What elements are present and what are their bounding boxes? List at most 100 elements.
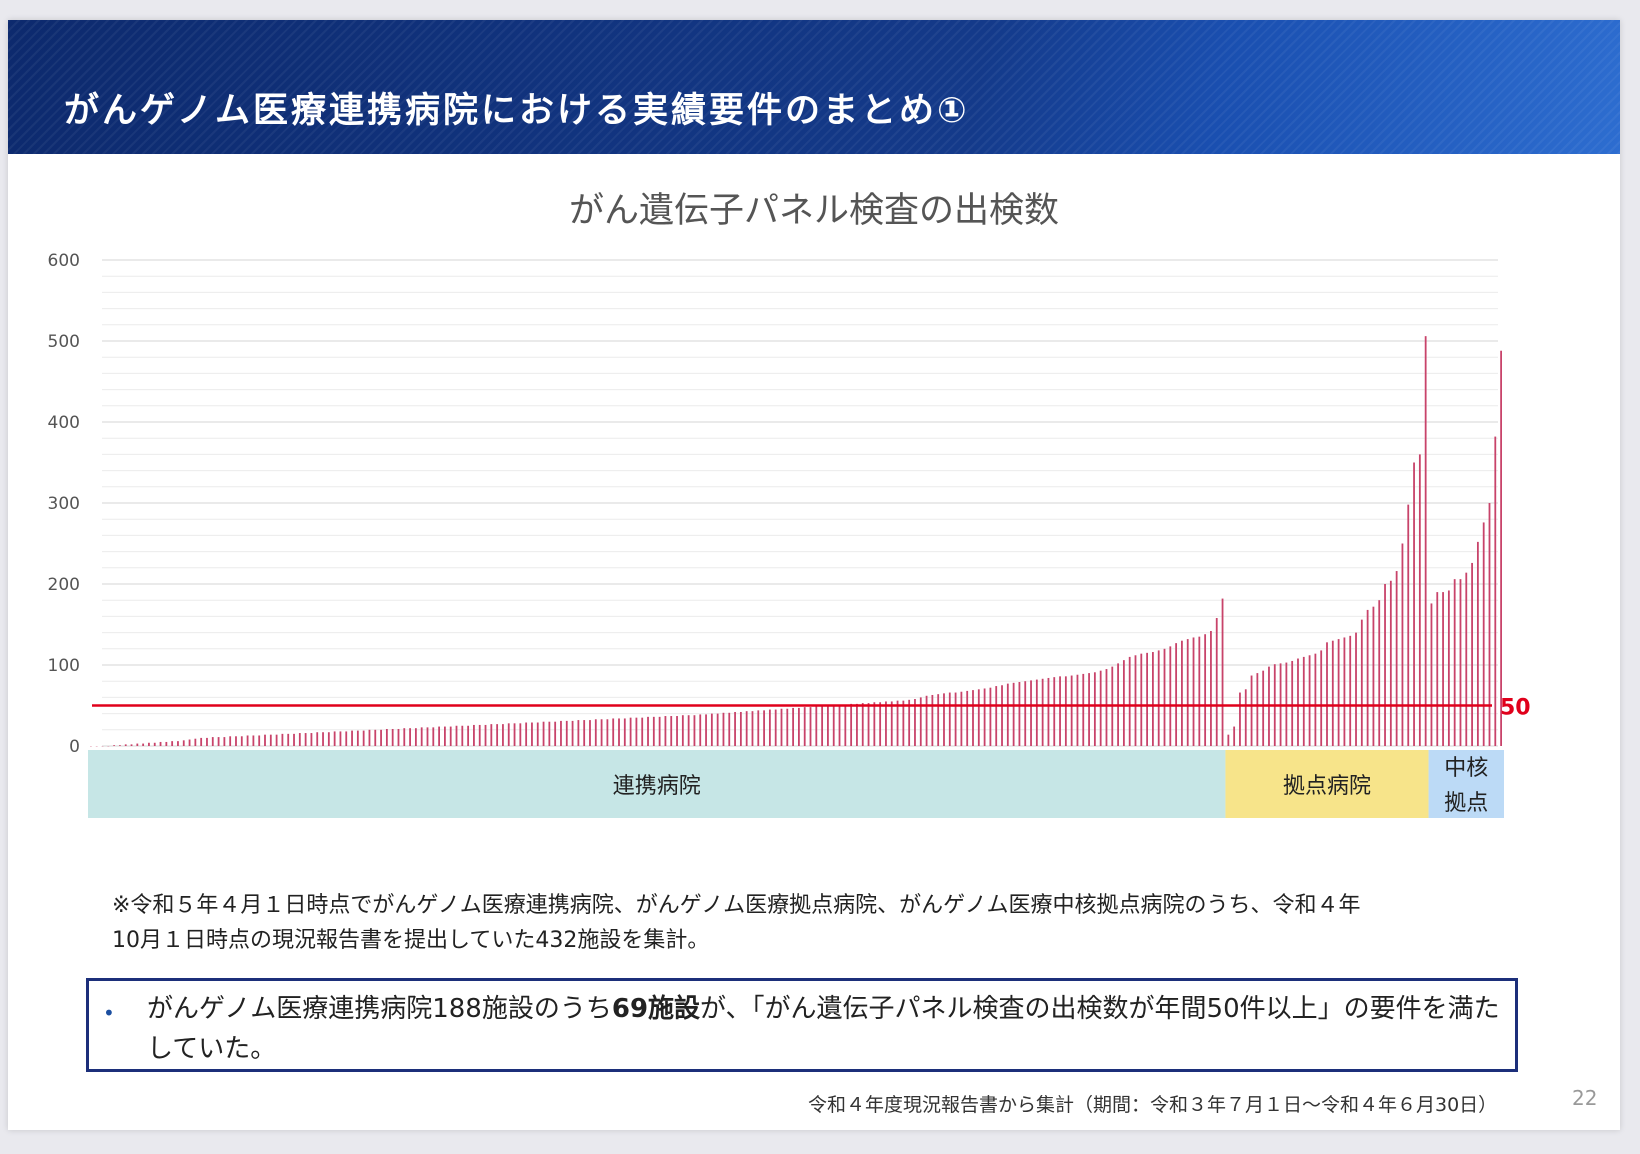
bar — [1366, 609, 1369, 746]
bar — [1134, 655, 1137, 746]
bar — [983, 688, 986, 746]
bar — [1047, 677, 1050, 746]
bar — [1384, 584, 1386, 746]
bar — [763, 710, 765, 746]
bar — [275, 734, 278, 746]
bar — [768, 709, 771, 746]
bar — [345, 731, 348, 746]
bar — [1064, 676, 1067, 746]
bar — [960, 691, 963, 746]
bar — [722, 712, 725, 746]
bar — [542, 721, 545, 746]
category-band — [88, 750, 1226, 818]
bar — [502, 724, 504, 746]
y-tick-label: 300 — [48, 494, 80, 514]
category-band — [1225, 750, 1429, 818]
bar — [496, 724, 499, 746]
bar — [1215, 618, 1218, 746]
category-label-line-1: 中核 — [1444, 756, 1488, 781]
bar — [1146, 652, 1148, 746]
page-number: 22 — [1572, 1086, 1598, 1110]
footnote-line-2: 10月１日時点の現況報告書を提出していた432施設を集計。 — [112, 928, 710, 953]
bar — [873, 702, 876, 746]
bar — [1082, 673, 1085, 746]
bar — [1389, 580, 1392, 746]
bar — [136, 743, 139, 746]
bar — [229, 736, 232, 746]
bar — [1442, 592, 1444, 746]
threshold-label: 50 — [1500, 696, 1531, 721]
bar — [658, 716, 661, 746]
bar — [490, 724, 493, 746]
bar — [246, 735, 249, 746]
bar — [391, 728, 394, 746]
bar — [374, 729, 377, 746]
bar — [1244, 689, 1247, 746]
bar — [1476, 541, 1479, 746]
bar — [1204, 634, 1207, 746]
bar — [362, 730, 365, 746]
bar — [879, 702, 882, 746]
bar — [182, 740, 185, 746]
bar — [1099, 670, 1102, 746]
bar — [623, 718, 626, 746]
bar — [1157, 650, 1160, 746]
bar — [211, 737, 214, 746]
bar — [1093, 672, 1096, 746]
bar — [1355, 632, 1357, 746]
bar — [1012, 682, 1015, 746]
bar — [513, 723, 516, 746]
bar — [1407, 504, 1410, 746]
bar — [560, 720, 562, 746]
bar — [1018, 682, 1021, 746]
bar — [995, 686, 998, 746]
bar — [1424, 336, 1427, 746]
grid-lines — [102, 259, 1498, 747]
y-tick-label: 100 — [48, 656, 80, 676]
bar — [635, 717, 638, 746]
bar — [177, 741, 179, 746]
bar — [699, 714, 702, 746]
bar — [734, 711, 736, 746]
bar — [548, 721, 551, 746]
threshold: 50 — [92, 696, 1531, 721]
bar — [896, 700, 899, 746]
bar — [293, 733, 295, 746]
bullet-icon: • — [103, 1001, 115, 1025]
bar — [739, 711, 742, 746]
bar — [890, 701, 893, 746]
bar — [432, 727, 435, 746]
bar — [217, 737, 220, 746]
bar — [1320, 650, 1323, 746]
y-tick-label: 200 — [48, 575, 80, 595]
bar — [774, 709, 777, 746]
bar — [925, 695, 928, 746]
bar — [142, 743, 145, 746]
bar — [403, 728, 406, 746]
bar — [954, 692, 957, 746]
bar — [281, 733, 284, 746]
category-label: 拠点病院 — [1283, 774, 1371, 799]
bar — [351, 730, 353, 746]
bar — [803, 707, 806, 746]
bar — [240, 736, 243, 746]
bar — [1210, 630, 1212, 746]
bar — [1030, 680, 1032, 746]
bar — [1006, 683, 1009, 746]
bar — [594, 719, 597, 746]
bar — [1041, 678, 1044, 746]
bar — [1413, 462, 1415, 746]
bar — [716, 713, 719, 746]
bar — [1453, 579, 1456, 746]
summary-highlight: 69施設 — [611, 994, 701, 1024]
bar — [298, 733, 301, 746]
bar — [1314, 653, 1317, 746]
chart-title: がん遺伝子パネル検査の出検数 — [568, 191, 1059, 231]
bar — [397, 728, 400, 746]
bar — [531, 722, 533, 746]
bar — [745, 711, 748, 746]
bar — [629, 717, 632, 746]
bar — [618, 718, 620, 746]
bar — [931, 694, 934, 746]
bar — [647, 716, 649, 746]
